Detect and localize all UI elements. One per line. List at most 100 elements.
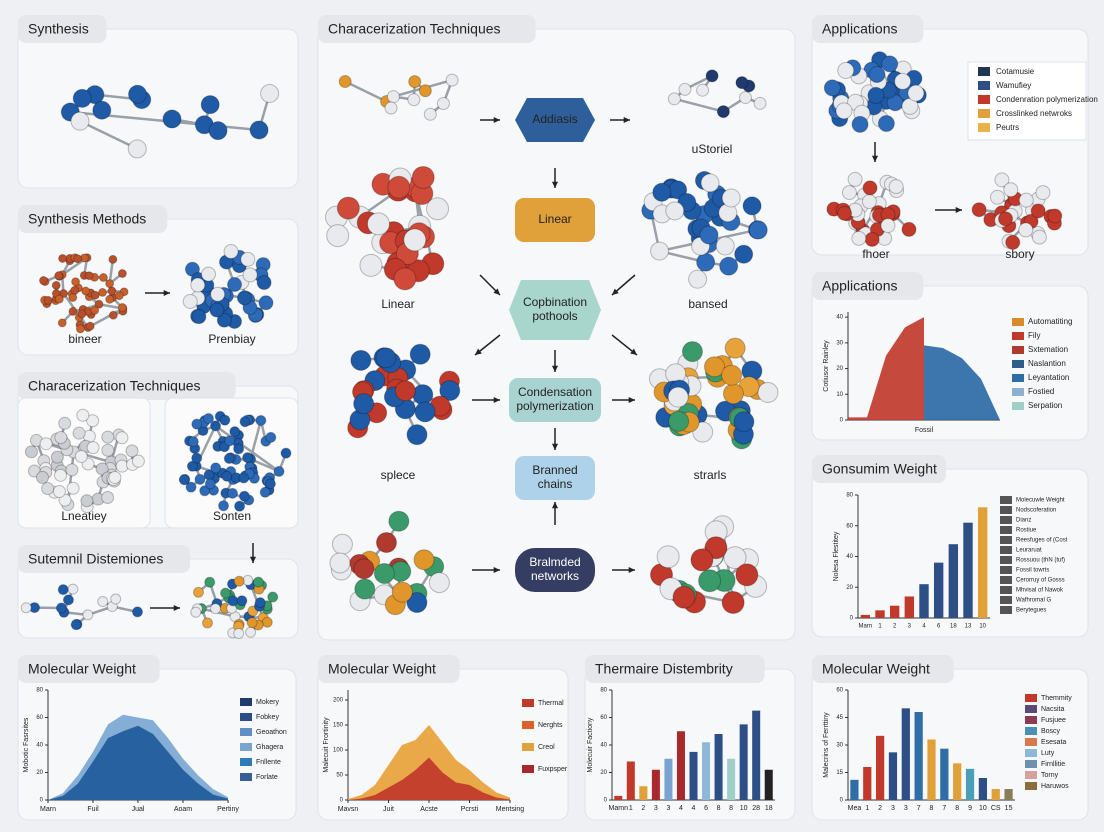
legend-label: Mhvisal of Nawok: [1016, 588, 1064, 594]
atom: [233, 627, 245, 639]
atom: [329, 552, 351, 574]
legend-swatch: [522, 743, 534, 751]
legend-label: Cerorruy of Gosss: [1016, 578, 1065, 584]
legend-swatch: [1000, 596, 1012, 604]
atom: [989, 189, 1005, 205]
atom: [403, 228, 427, 252]
legend-label: Serpation: [1028, 401, 1062, 410]
legend-label: Rostiue: [1016, 528, 1037, 534]
atom: [252, 576, 264, 588]
atom: [226, 487, 238, 499]
legend-label: Fostied: [1028, 387, 1054, 396]
atom: [209, 302, 225, 318]
legend-label: Esesata: [1041, 739, 1066, 746]
flow-node: [515, 198, 595, 242]
legend-label: Haruwos: [1041, 783, 1069, 790]
legend-swatch: [1012, 402, 1024, 410]
arrow-head: [630, 348, 637, 355]
atom: [681, 341, 703, 363]
bar: [940, 748, 949, 800]
atom: [388, 510, 410, 532]
atom: [223, 452, 235, 464]
arrow-head: [493, 116, 500, 124]
bar: [977, 507, 988, 618]
bond: [214, 424, 280, 473]
bar: [948, 544, 959, 618]
x-tick-label: 13: [965, 624, 972, 630]
atom: [406, 424, 428, 446]
flow-node: [515, 548, 595, 592]
atom: [428, 572, 450, 594]
atom: [249, 120, 269, 140]
atom: [81, 286, 91, 296]
atom: [20, 602, 32, 614]
y-tick-label: 0: [340, 798, 344, 804]
y-tick-label: 45: [836, 715, 843, 721]
atom: [267, 591, 279, 603]
atom: [867, 86, 885, 104]
x-tick-label: 3: [666, 805, 670, 812]
atom: [336, 196, 360, 220]
legend-label: Wafhromal G: [1016, 598, 1051, 604]
legend-swatch: [1025, 705, 1037, 713]
legend-label: Reesfuges of (Cost: [1016, 538, 1068, 544]
y-tick-label: 0: [40, 798, 44, 804]
atom: [85, 321, 95, 331]
atom: [191, 309, 207, 325]
arrow-head: [628, 566, 635, 574]
y-tick-label: 80: [36, 688, 43, 694]
atom: [715, 236, 735, 256]
bar: [714, 734, 723, 800]
atom: [753, 96, 767, 110]
atom: [418, 84, 432, 98]
y-tick-label: 50: [336, 773, 343, 779]
atom: [394, 380, 416, 402]
x-tick-label: 8: [729, 805, 733, 812]
atom: [55, 602, 67, 614]
atom: [90, 305, 100, 315]
y-tick-label: 0: [840, 798, 844, 804]
x-tick-label: 8: [930, 805, 934, 812]
legend-label: Nacsita: [1041, 706, 1064, 713]
item-label: strarls: [694, 468, 727, 482]
atom: [265, 431, 277, 443]
legend-swatch: [240, 698, 252, 706]
legend-label: Luty: [1041, 750, 1055, 757]
x-tick-label: 2: [641, 805, 645, 812]
atom: [998, 211, 1014, 227]
atom: [98, 273, 108, 283]
atom: [218, 500, 230, 512]
atom: [719, 256, 739, 276]
atom: [74, 450, 88, 464]
atom: [200, 95, 220, 115]
bar: [875, 610, 885, 618]
panel-title: Gonsumim Weight: [822, 461, 937, 477]
atom: [57, 584, 69, 596]
atom: [190, 277, 206, 293]
x-tick-label: 1: [865, 805, 869, 812]
atom: [1047, 208, 1063, 224]
panel-title: Molecular Weight: [822, 661, 930, 677]
legend-label: Fossil towrts: [1016, 568, 1049, 574]
legend-swatch: [1000, 586, 1012, 594]
bar: [933, 562, 944, 618]
legend-swatch: [240, 728, 252, 736]
atom: [191, 452, 203, 464]
atom: [696, 83, 710, 97]
atom: [162, 109, 182, 129]
bar: [914, 712, 923, 800]
atom: [391, 581, 413, 603]
legend-label: Fnllente: [256, 759, 281, 766]
atom: [73, 254, 83, 264]
bar: [863, 767, 872, 800]
legend-label: Leyantation: [1028, 373, 1069, 382]
y-tick-label: 200: [333, 698, 344, 704]
flow-node: [515, 456, 595, 500]
legend-label: Creol: [538, 744, 555, 751]
atom: [110, 593, 122, 605]
atom: [191, 418, 203, 430]
atom: [688, 269, 708, 289]
atom: [41, 482, 55, 496]
legend-swatch: [1000, 566, 1012, 574]
